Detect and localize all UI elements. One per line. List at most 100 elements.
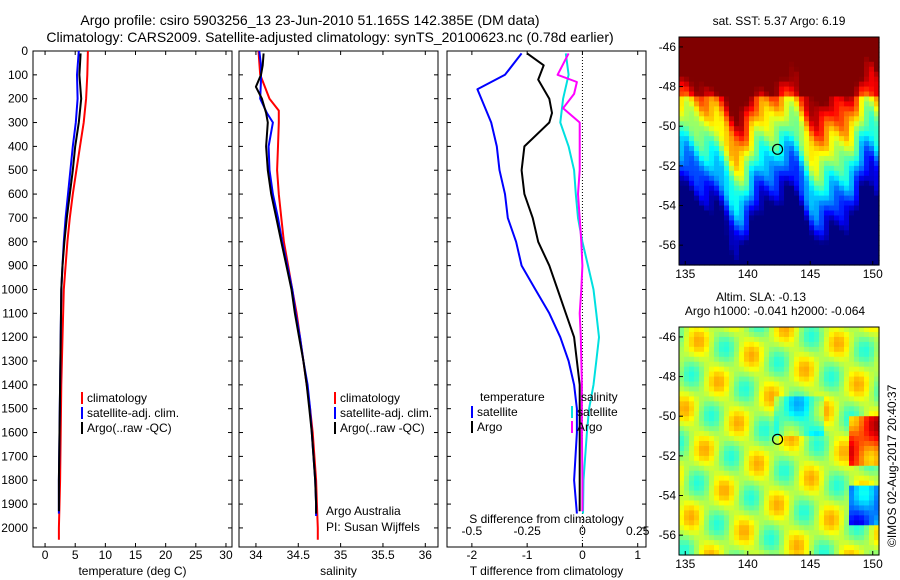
heatmap-cell	[734, 401, 740, 407]
heatmap-cell	[754, 485, 760, 492]
heatmap-cell	[774, 416, 780, 422]
heatmap-cell	[789, 76, 795, 83]
heatmap-cell	[679, 356, 685, 363]
heatmap-cell	[794, 66, 800, 73]
heatmap-cell	[679, 121, 685, 127]
heatmap-cell	[819, 160, 825, 167]
heatmap-cell	[829, 146, 835, 152]
heatmap-cell	[684, 396, 690, 402]
heatmap-cell	[799, 480, 805, 487]
heatmap-cell	[829, 180, 835, 187]
heatmap-cell	[819, 416, 825, 422]
heatmap-cell	[834, 351, 840, 358]
heatmap-cell	[764, 190, 770, 197]
heatmap-cell	[809, 151, 815, 157]
series-line-argo	[556, 52, 584, 512]
heatmap-cell	[854, 250, 860, 256]
heatmap-cell	[834, 230, 840, 236]
heatmap-cell	[759, 336, 765, 343]
heatmap-cell	[719, 116, 725, 122]
heatmap-cell	[839, 530, 845, 536]
heatmap-cell	[734, 336, 740, 343]
heatmap-cell	[869, 76, 875, 83]
heatmap-cell	[754, 235, 760, 241]
heatmap-cell	[824, 151, 830, 157]
heatmap-cell	[684, 505, 690, 511]
heatmap-cell	[824, 535, 830, 541]
heatmap-cell	[689, 361, 695, 368]
heatmap-cell	[834, 485, 840, 492]
heatmap-cell	[854, 500, 860, 507]
heatmap-cell	[804, 76, 810, 83]
heatmap-cell	[869, 215, 875, 221]
heatmap-cell	[774, 386, 780, 393]
heatmap-cell	[714, 327, 720, 333]
heatmap-cell	[729, 416, 735, 422]
heatmap-cell	[834, 141, 840, 147]
heatmap-cell	[689, 37, 695, 43]
heatmap-cell	[734, 396, 740, 402]
heatmap-cell	[764, 411, 770, 417]
heatmap-cell	[779, 475, 785, 482]
heatmap-cell	[749, 146, 755, 152]
heatmap-cell	[779, 106, 785, 112]
heatmap-cell	[804, 480, 810, 487]
heatmap-cell	[759, 460, 765, 467]
heatmap-cell	[804, 66, 810, 73]
heatmap-cell	[734, 106, 740, 112]
heatmap-cell	[814, 455, 820, 462]
heatmap-cell	[819, 391, 825, 397]
heatmap-cell	[814, 61, 820, 68]
heatmap-cell	[684, 376, 690, 383]
heatmap-cell	[874, 215, 880, 221]
heatmap-cell	[759, 96, 765, 103]
heatmap-cell	[859, 520, 865, 526]
heatmap-cell	[739, 46, 745, 53]
map-y-tick-label: -48	[659, 80, 677, 94]
heatmap-cell	[854, 51, 860, 58]
heatmap-cell	[734, 436, 740, 442]
heatmap-cell	[869, 520, 875, 526]
heatmap-cell	[804, 230, 810, 236]
y-tick-label: 1900	[1, 497, 28, 511]
heatmap-cell	[839, 406, 845, 412]
heatmap-cell	[679, 381, 685, 388]
heatmap-cell	[864, 465, 870, 472]
heatmap-cell	[864, 165, 870, 172]
heatmap-cell	[814, 545, 820, 551]
heatmap-cell	[774, 450, 780, 457]
heatmap-cell	[814, 336, 820, 343]
heatmap-cell	[739, 366, 745, 373]
heatmap-cell	[814, 76, 820, 83]
heatmap-cell	[754, 155, 760, 162]
heatmap-cell	[854, 136, 860, 142]
heatmap-cell	[759, 431, 765, 437]
heatmap-cell	[694, 180, 700, 187]
heatmap-cell	[694, 250, 700, 256]
heatmap-cell	[739, 465, 745, 472]
heatmap-cell	[724, 366, 730, 373]
heatmap-cell	[764, 366, 770, 373]
heatmap-cell	[854, 106, 860, 112]
heatmap-cell	[724, 225, 730, 231]
heatmap-cell	[759, 230, 765, 236]
heatmap-cell	[839, 450, 845, 457]
heatmap-cell	[714, 336, 720, 343]
heatmap-cell	[859, 160, 865, 167]
heatmap-cell	[804, 81, 810, 88]
heatmap-cell	[779, 485, 785, 492]
heatmap-cell	[734, 351, 740, 358]
heatmap-cell	[789, 485, 795, 492]
map-y-tick-label: -46	[659, 40, 677, 54]
heatmap-cell	[854, 46, 860, 53]
heatmap-cell	[874, 41, 880, 48]
heatmap-cell	[804, 371, 810, 378]
heatmap-cell	[714, 255, 720, 261]
heatmap-cell	[804, 505, 810, 511]
heatmap-cell	[769, 131, 775, 137]
heatmap-cell	[749, 116, 755, 122]
heatmap-cell	[689, 101, 695, 107]
heatmap-cell	[694, 480, 700, 487]
heatmap-cell	[784, 550, 790, 556]
heatmap-cell	[819, 46, 825, 53]
